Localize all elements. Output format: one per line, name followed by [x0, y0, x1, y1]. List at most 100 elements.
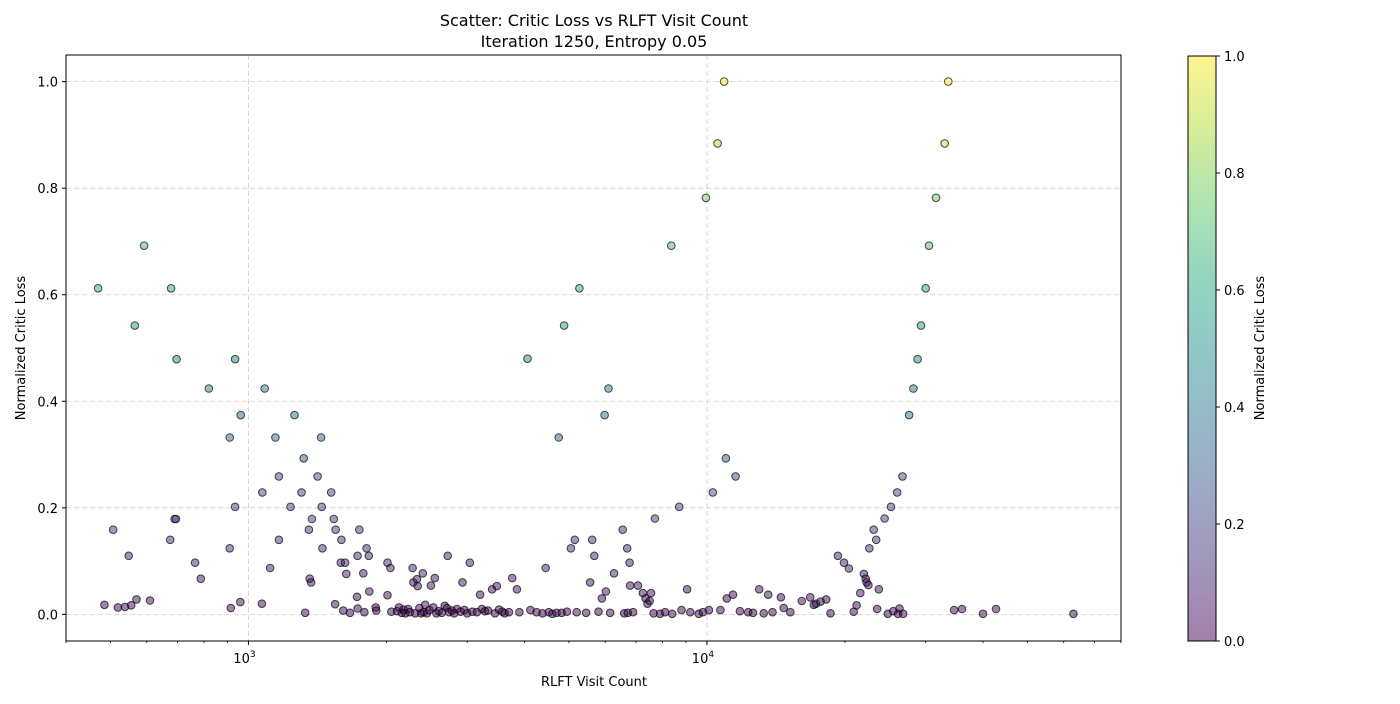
scatter-point — [754, 585, 764, 594]
scatter-point — [839, 558, 849, 568]
plot-area-frame — [65, 54, 1122, 642]
scatter-point — [190, 558, 200, 568]
scatter-point — [667, 609, 677, 619]
y-tick-label: 1.0 — [37, 76, 58, 91]
scatter-point — [372, 606, 381, 615]
grid — [66, 55, 1121, 641]
scatter-point — [605, 608, 615, 618]
scatter-point — [633, 581, 643, 590]
chart-title: Scatter: Critic Loss vs RLFT Visit Count — [440, 11, 748, 30]
y-tick-label: 0.8 — [37, 182, 58, 197]
scatter-point — [458, 578, 467, 587]
scatter-point — [337, 535, 346, 545]
scatter-point — [650, 514, 660, 523]
scatter-point — [418, 569, 428, 578]
colorbar-tick-label: 0.2 — [1224, 518, 1245, 533]
scatter-point — [145, 596, 155, 605]
scatter-point — [318, 544, 327, 553]
scatter-point — [360, 607, 369, 617]
colorbar-label: Normalized Critic Loss — [1253, 276, 1268, 421]
scatter-point — [225, 544, 234, 553]
colorbar-tick-label: 0.8 — [1224, 167, 1245, 182]
scatter-point — [871, 535, 881, 545]
scatter-point — [130, 321, 140, 330]
scatter-point — [317, 502, 327, 512]
scatter-point — [171, 514, 181, 524]
chart-subtitle: Iteration 1250, Entropy 0.05 — [481, 32, 708, 51]
scatter-point — [541, 563, 551, 573]
scatter-point — [575, 284, 584, 293]
scatter-point — [352, 592, 362, 602]
colorbar: 0.0 0.2 0.4 0.6 0.8 1.0 Normalized Critic Los… — [1187, 50, 1268, 650]
scatter-point — [728, 590, 738, 600]
scatter-point — [257, 599, 267, 609]
scatter-point — [625, 581, 635, 590]
scatter-point — [716, 605, 725, 615]
scatter-point — [408, 563, 417, 573]
x-axis-label: RLFT Visit Count — [541, 675, 647, 690]
scatter-point — [443, 551, 453, 561]
scatter-point — [196, 574, 206, 584]
scatter-point — [570, 535, 580, 545]
scatter-point — [260, 384, 270, 393]
scatter-point — [924, 241, 934, 250]
y-axis-label: Normalized Critic Loss — [14, 276, 29, 421]
scatter-point — [786, 607, 795, 617]
scatter-point — [504, 607, 514, 617]
scatter-point — [779, 603, 789, 613]
scatter-point — [515, 607, 524, 617]
scatter-point — [353, 604, 362, 613]
scatter-point — [412, 574, 422, 584]
scatter-point — [957, 604, 967, 614]
scatter-point — [931, 193, 941, 203]
scatter-point — [704, 605, 714, 615]
scatter-point — [340, 558, 350, 568]
scatter-point — [353, 551, 362, 561]
scatter-point — [274, 535, 284, 545]
data-points — [93, 77, 1078, 619]
scatter-point — [290, 410, 299, 420]
scatter-point — [949, 605, 959, 615]
scatter-point — [844, 564, 854, 573]
scatter-point — [618, 525, 628, 535]
scatter-point — [898, 472, 907, 481]
scatter-point — [330, 599, 340, 609]
scatter-point — [763, 590, 773, 600]
scatter-point — [204, 384, 214, 393]
x-axis-ticks: 103 104 — [65, 641, 1122, 667]
scatter-point — [113, 603, 123, 612]
scatter-point — [701, 193, 711, 203]
scatter-point — [297, 488, 306, 497]
scatter-point — [708, 488, 718, 497]
scatter-point — [913, 354, 922, 364]
y-tick-label: 0.4 — [37, 395, 58, 410]
scatter-point — [286, 502, 295, 512]
scatter-point — [331, 525, 341, 535]
scatter-point — [625, 558, 634, 568]
scatter-point — [874, 585, 884, 594]
scatter-point — [126, 601, 136, 610]
scatter-point — [940, 139, 950, 148]
scatter-point — [869, 525, 879, 535]
scatter-point — [108, 525, 118, 535]
scatter-point — [797, 596, 807, 606]
scatter-point — [1069, 609, 1078, 619]
scatter-point — [768, 607, 777, 617]
scatter-point — [660, 607, 670, 617]
scatter-point — [345, 608, 355, 618]
scatter-point — [604, 384, 613, 393]
scatter-point — [258, 488, 267, 497]
colorbar-tick-label: 0.6 — [1224, 284, 1245, 299]
y-tick-label: 0.0 — [37, 608, 58, 623]
scatter-point — [93, 284, 103, 293]
scatter-point — [362, 544, 371, 553]
scatter-point — [316, 433, 326, 442]
scatter-point — [307, 514, 317, 524]
scatter-point — [172, 354, 181, 364]
scatter-point — [645, 596, 655, 606]
scatter-point — [512, 585, 522, 594]
scatter-point — [609, 569, 619, 578]
scatter-point — [748, 608, 758, 618]
scatter-point — [944, 77, 953, 86]
